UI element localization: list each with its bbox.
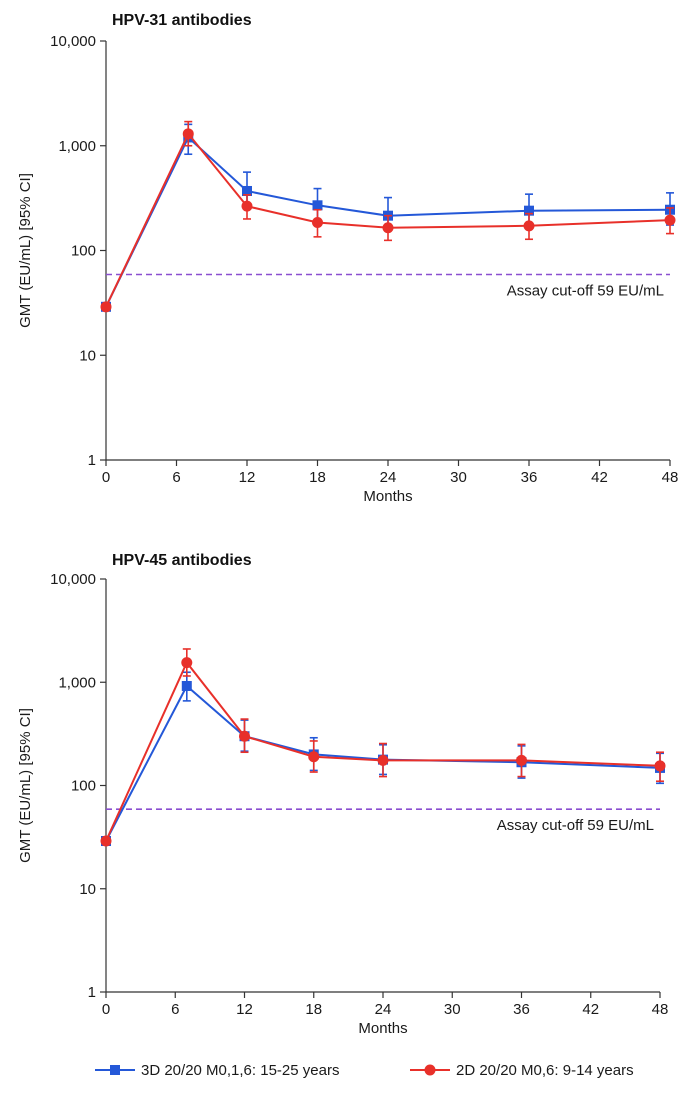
data-point	[181, 680, 192, 691]
chart-panel-hpv45: HPV-45 antibodies 1 10 100 1,000 10,000 0 6 12 18…	[17, 552, 668, 1037]
x-tick-label: 12	[239, 469, 256, 486]
x-tick-label: 0	[102, 1001, 110, 1018]
chart-title: HPV-45 antibodies	[112, 552, 252, 569]
x-tick-label: 36	[521, 469, 538, 486]
data-point	[242, 185, 252, 196]
series-2d-9-14-years	[100, 648, 666, 847]
legend-item: 3D 20/20 M0,1,6: 15-25 years	[95, 1062, 339, 1079]
data-point	[654, 760, 666, 772]
data-point	[312, 200, 323, 211]
y-tick-label: 1,000	[58, 138, 96, 155]
data-point	[664, 214, 676, 226]
x-tick-label: 42	[582, 1001, 599, 1018]
x-tick-label: 36	[513, 1001, 530, 1018]
data-point	[100, 301, 112, 313]
data-point	[239, 730, 250, 742]
data-point	[312, 217, 323, 229]
chart-panel-hpv31: HPV-31 antibodies 1 10 100 1,000 10,000 0 6 12 18…	[17, 12, 678, 505]
data-point	[100, 835, 112, 847]
y-tick-label: 100	[71, 778, 96, 795]
legend-label: 2D 20/20 M0,6: 9-14 years	[456, 1062, 634, 1079]
x-tick-label: 0	[102, 469, 110, 486]
data-point	[181, 657, 193, 669]
data-point	[516, 754, 527, 766]
y-tick-label: 10,000	[50, 33, 96, 50]
y-tick-label: 1	[88, 984, 96, 1001]
data-point	[182, 128, 194, 140]
y-tick-label: 10,000	[50, 571, 96, 588]
cutoff-label: Assay cut-off 59 EU/mL	[507, 283, 664, 300]
legend-item: 2D 20/20 M0,6: 9-14 years	[410, 1062, 634, 1079]
y-tick-label: 1	[88, 452, 96, 469]
y-tick-label: 10	[79, 347, 96, 364]
legend: 3D 20/20 M0,1,6: 15-25 years 2D 20/20 M0,…	[95, 1062, 634, 1079]
x-tick-label: 24	[375, 1001, 392, 1018]
legend-label: 3D 20/20 M0,1,6: 15-25 years	[141, 1062, 339, 1079]
data-point	[524, 205, 534, 216]
series-2d-9-14-years	[100, 120, 676, 313]
cutoff-label: Assay cut-off 59 EU/mL	[497, 817, 654, 834]
y-tick-label: 100	[71, 243, 96, 260]
data-point	[382, 222, 394, 234]
x-tick-label: 18	[309, 469, 326, 486]
legend-swatch-marker	[424, 1064, 436, 1076]
x-tick-label: 42	[591, 469, 608, 486]
y-tick-label: 10	[79, 881, 96, 898]
x-tick-label: 30	[450, 469, 467, 486]
x-tick-label: 30	[444, 1001, 461, 1018]
y-tick-label: 1,000	[58, 674, 96, 691]
x-axis-label: Months	[363, 488, 412, 505]
y-axis-label: GMT (EU/mL) [95% CI]	[17, 173, 34, 328]
x-tick-label: 48	[652, 1001, 669, 1018]
y-axis-label: GMT (EU/mL) [95% CI]	[17, 708, 34, 863]
x-tick-label: 24	[380, 469, 397, 486]
legend-swatch-marker	[110, 1065, 120, 1075]
data-point	[377, 754, 389, 766]
x-axis-label: Months	[358, 1020, 407, 1037]
x-tick-label: 6	[172, 469, 180, 486]
chart-title: HPV-31 antibodies	[112, 12, 252, 29]
x-tick-label: 48	[662, 469, 679, 486]
data-point	[241, 200, 253, 212]
x-tick-label: 18	[305, 1001, 322, 1018]
x-tick-label: 12	[236, 1001, 253, 1018]
data-point	[523, 220, 535, 232]
data-point	[308, 751, 320, 763]
x-tick-label: 6	[171, 1001, 179, 1018]
